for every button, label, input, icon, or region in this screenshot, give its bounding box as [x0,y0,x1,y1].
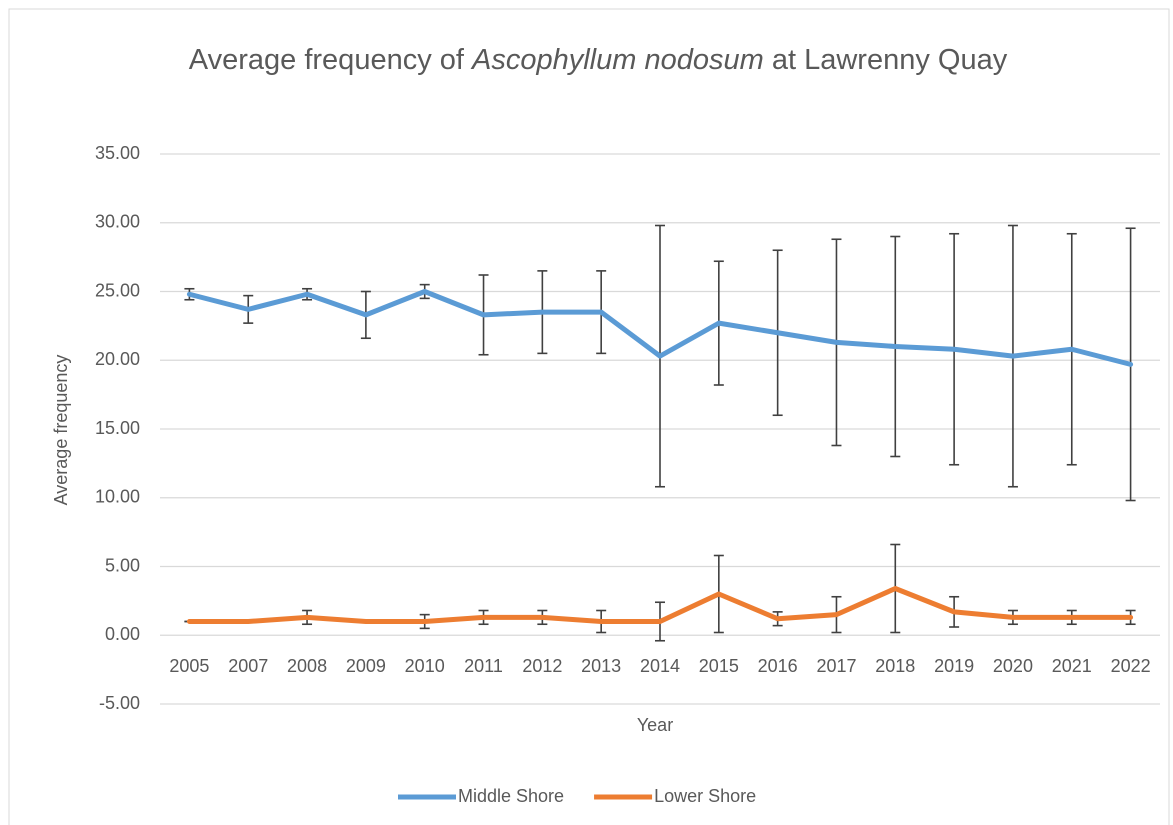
x-tick-label: 2011 [464,656,503,676]
y-tick-label: 30.00 [95,212,140,232]
x-tick-label: 2022 [1111,656,1151,676]
x-axis-label: Year [637,715,673,735]
chart-title: Average frequency of Ascophyllum nodosum… [148,38,1048,82]
legend-label: Middle Shore [458,786,564,806]
x-tick-label: 2008 [287,656,327,676]
x-tick-label: 2019 [934,656,974,676]
series-line [186,289,1134,367]
x-tick-label: 2007 [228,656,268,676]
x-tick-label: 2005 [169,656,209,676]
x-tick-label: 2017 [816,656,856,676]
y-tick-label: 5.00 [105,555,140,575]
x-tick-label: 2014 [640,656,680,676]
y-axis-label: Average frequency [51,355,71,506]
title-species: Ascophyllum nodosum [472,44,764,76]
y-tick-label: -5.00 [99,693,140,713]
y-tick-label: 20.00 [95,349,140,369]
x-tick-label: 2016 [758,656,798,676]
y-tick-label: 10.00 [95,487,140,507]
x-tick-label: 2015 [699,656,739,676]
series-line [186,586,1134,624]
y-tick-label: 35.00 [95,143,140,163]
legend-label: Lower Shore [654,786,756,806]
y-tick-label: 0.00 [105,624,140,644]
x-tick-label: 2009 [346,656,386,676]
title-part: at Lawrenny Quay [771,44,1008,76]
title-part: Average frequency of [188,44,464,76]
x-tick-label: 2010 [405,656,445,676]
x-tick-label: 2021 [1052,656,1092,676]
x-tick-label: 2018 [875,656,915,676]
x-tick-label: 2020 [993,656,1033,676]
x-tick-label: 2013 [581,656,621,676]
y-tick-label: 25.00 [95,280,140,300]
chart-border [8,8,1170,825]
x-tick-label: 2012 [522,656,562,676]
y-tick-label: 15.00 [95,418,140,438]
